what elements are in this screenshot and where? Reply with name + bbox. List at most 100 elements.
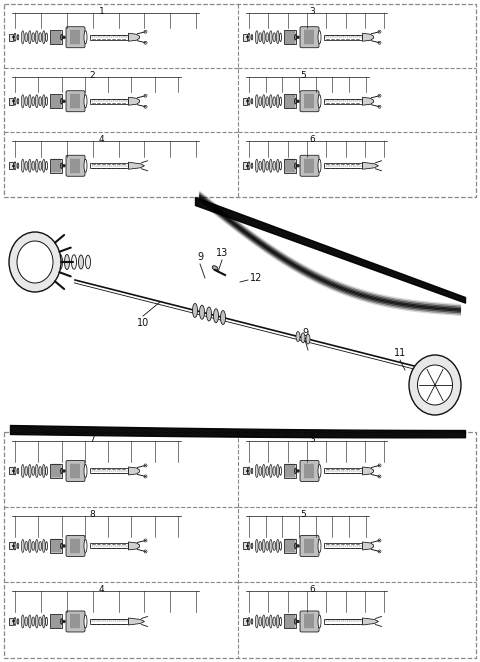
Ellipse shape — [14, 162, 16, 169]
Ellipse shape — [64, 254, 70, 269]
Bar — [9, 542, 13, 549]
Ellipse shape — [259, 617, 262, 626]
Ellipse shape — [63, 620, 65, 623]
Polygon shape — [129, 618, 144, 625]
Polygon shape — [362, 542, 373, 550]
Ellipse shape — [14, 467, 16, 475]
Ellipse shape — [32, 542, 35, 551]
Ellipse shape — [42, 540, 45, 553]
Ellipse shape — [39, 467, 42, 475]
Text: 7: 7 — [90, 435, 95, 444]
Ellipse shape — [212, 265, 218, 270]
Ellipse shape — [269, 160, 272, 172]
Ellipse shape — [28, 30, 31, 44]
Polygon shape — [362, 33, 373, 41]
Bar — [243, 467, 247, 475]
Ellipse shape — [269, 465, 272, 477]
Ellipse shape — [279, 97, 281, 105]
Ellipse shape — [269, 540, 272, 553]
Ellipse shape — [42, 615, 45, 628]
Ellipse shape — [318, 465, 321, 477]
Ellipse shape — [46, 617, 48, 626]
Ellipse shape — [58, 254, 62, 269]
Ellipse shape — [39, 617, 42, 626]
Polygon shape — [129, 542, 140, 550]
Ellipse shape — [409, 355, 461, 415]
Ellipse shape — [297, 36, 299, 38]
Ellipse shape — [214, 308, 218, 323]
Ellipse shape — [259, 32, 262, 42]
Bar — [243, 98, 247, 105]
Ellipse shape — [301, 333, 305, 343]
Ellipse shape — [206, 307, 212, 321]
Ellipse shape — [25, 617, 28, 626]
FancyBboxPatch shape — [300, 91, 319, 112]
Ellipse shape — [144, 30, 147, 33]
Ellipse shape — [276, 615, 279, 628]
Ellipse shape — [295, 99, 296, 104]
Ellipse shape — [279, 467, 281, 475]
Ellipse shape — [63, 100, 65, 103]
Ellipse shape — [144, 105, 147, 109]
Bar — [284, 159, 296, 173]
Ellipse shape — [251, 163, 253, 169]
Ellipse shape — [84, 95, 87, 108]
Ellipse shape — [50, 254, 56, 270]
Ellipse shape — [36, 465, 38, 477]
Ellipse shape — [251, 619, 253, 624]
Ellipse shape — [14, 542, 16, 550]
Ellipse shape — [72, 255, 76, 269]
Text: 6: 6 — [310, 135, 315, 144]
Ellipse shape — [21, 95, 24, 108]
Ellipse shape — [318, 160, 321, 172]
Ellipse shape — [255, 160, 258, 172]
Ellipse shape — [42, 30, 45, 44]
Ellipse shape — [84, 30, 87, 44]
Ellipse shape — [17, 34, 19, 40]
Ellipse shape — [200, 305, 204, 319]
Bar — [89, 34, 128, 40]
Ellipse shape — [32, 162, 35, 170]
Ellipse shape — [269, 95, 272, 108]
Ellipse shape — [14, 618, 16, 626]
Polygon shape — [129, 467, 140, 475]
Bar — [89, 469, 128, 473]
Ellipse shape — [255, 540, 258, 553]
Ellipse shape — [269, 30, 272, 44]
FancyBboxPatch shape — [300, 26, 319, 48]
Bar — [9, 34, 13, 41]
Text: 4: 4 — [99, 585, 105, 594]
Ellipse shape — [21, 615, 24, 628]
Text: 1: 1 — [99, 7, 105, 16]
Ellipse shape — [255, 615, 258, 628]
Ellipse shape — [266, 162, 269, 170]
FancyBboxPatch shape — [66, 91, 85, 112]
Ellipse shape — [42, 160, 45, 172]
Ellipse shape — [279, 542, 281, 550]
Ellipse shape — [14, 33, 16, 41]
Ellipse shape — [318, 615, 321, 628]
Ellipse shape — [46, 162, 48, 170]
Ellipse shape — [295, 34, 296, 40]
Ellipse shape — [251, 468, 253, 474]
Ellipse shape — [276, 160, 279, 172]
Ellipse shape — [46, 467, 48, 475]
Ellipse shape — [28, 160, 31, 172]
Bar — [243, 34, 247, 41]
Text: 10: 10 — [137, 318, 149, 328]
Ellipse shape — [85, 256, 91, 269]
Bar — [243, 618, 247, 625]
Ellipse shape — [32, 467, 35, 475]
Ellipse shape — [318, 30, 321, 44]
Ellipse shape — [269, 615, 272, 628]
Polygon shape — [129, 33, 140, 41]
Ellipse shape — [378, 550, 381, 553]
Bar — [324, 469, 361, 473]
Bar — [49, 94, 61, 109]
Ellipse shape — [84, 465, 87, 477]
Ellipse shape — [273, 32, 276, 42]
FancyBboxPatch shape — [66, 611, 85, 632]
Ellipse shape — [276, 465, 279, 477]
Ellipse shape — [378, 30, 381, 33]
Ellipse shape — [192, 303, 197, 317]
